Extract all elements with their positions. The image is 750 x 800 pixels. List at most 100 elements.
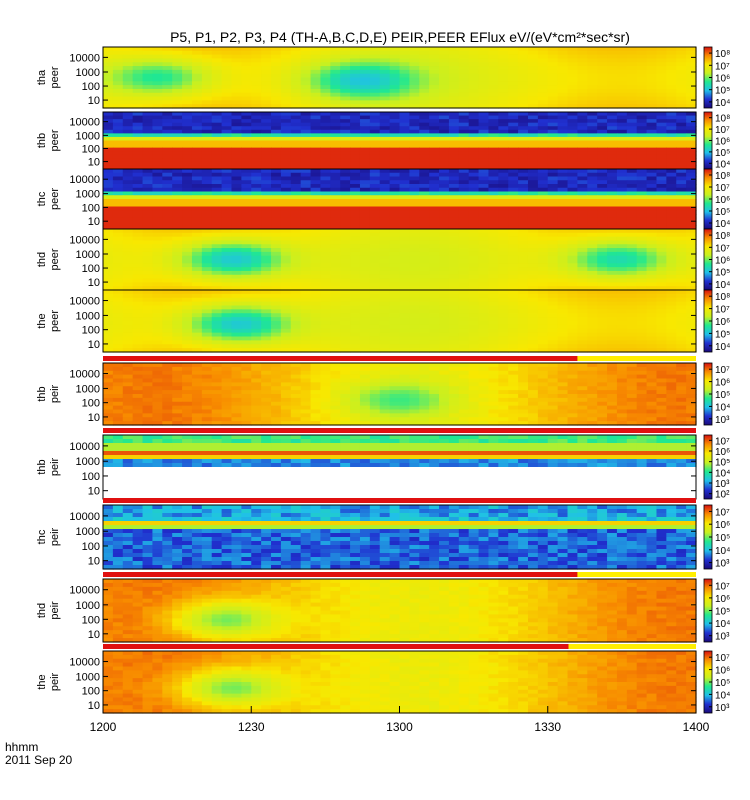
panel-4-heatmap [103,229,697,291]
colorbar-tick-label: 10⁴ [715,219,730,230]
panel-probe-label: thd [36,603,48,618]
colorbar-tick-label: 10⁶ [715,317,730,328]
colorbar-tick-label: 10⁵ [715,458,730,469]
y-tick-label: 1000 [76,456,100,468]
colorbar-tick-label: 10⁷ [715,653,730,664]
y-tick-label: 10 [88,277,100,289]
y-tick-label: 10 [88,339,100,351]
y-tick-label: 100 [82,263,100,275]
x-axis-date-label: 2011 Sep 20 [5,753,72,767]
colorbar-tick-label: 10⁴ [715,619,730,630]
y-tick-label: 10000 [69,52,100,64]
y-tick-label: 10 [88,216,100,228]
y-tick-label: 100 [82,202,100,214]
y-tick-label: 100 [82,398,100,410]
panel-8-frame [102,504,697,570]
panel-8: 10 100 1000 10000 thc peir 10³ 10⁴ 10⁵ 10⁶ 10⁷ [36,498,730,570]
colorbar-tick-label: 10⁶ [715,520,730,531]
panel-quantity-label: peer [49,129,61,151]
y-tick-label: 1000 [76,526,100,538]
colorbar-tick-label: 10⁴ [715,280,730,291]
colorbar-tick-label: 10⁴ [715,546,730,557]
y-tick-label: 10000 [69,296,100,308]
colorbar-tick-label: 10³ [715,415,730,426]
colorbar-tick-label: 10⁸ [715,292,730,303]
panel-6-heatmap [103,363,697,426]
colorbar-tick-label: 10⁴ [715,402,730,413]
panel-quantity-label: peir [49,384,61,403]
colorbar-tick-label: 10⁷ [715,243,730,254]
colorbar-tick-label: 10⁵ [715,148,730,159]
colorbar-tick-label: 10³ [715,703,730,714]
y-tick-label: 1000 [76,189,100,201]
colorbar-tick-label: 10³ [715,632,730,643]
y-tick-label: 1000 [76,130,100,142]
panel-quantity-label: peer [49,310,61,332]
y-tick-label: 10000 [69,117,100,129]
y-tick-label: 100 [82,471,100,483]
colorbar-tick-label: 10⁶ [715,378,730,389]
colorbar-tick-label: 10⁶ [715,137,730,148]
x-tick-label: 1230 [238,720,265,734]
y-tick-label: 10 [88,95,100,107]
panel-probe-label: thb [36,386,48,401]
y-tick-label: 10000 [69,234,100,246]
colorbar-tick-label: 10⁶ [715,447,730,458]
y-tick-label: 1000 [76,671,100,683]
y-tick-label: 10000 [69,585,100,597]
panel-9-heatmap [103,579,697,643]
colorbar-tick-label: 10⁵ [715,533,730,544]
panel-quantity-label: peer [49,188,61,210]
colorbar-tick-label: 10⁴ [715,98,730,109]
colorbar-tick-label: 10⁶ [715,666,730,677]
colorbar-tick-label: 10⁴ [715,690,730,701]
panel-10-heatmap [103,651,697,714]
y-tick-label: 10000 [69,174,100,186]
y-tick-label: 10 [88,700,100,712]
colorbar-tick-label: 10⁵ [715,268,730,279]
y-tick-label: 1000 [76,383,100,395]
colorbar-tick-label: 10⁷ [715,125,730,136]
panel-probe-label: thc [36,529,48,544]
colorbar-tick-label: 10⁶ [715,74,730,85]
colorbar-tick-label: 10³ [715,559,730,570]
x-axis-left-label: hhmm [5,740,38,754]
y-tick-label: 10000 [69,657,100,669]
panel-1-frame [102,46,697,109]
y-tick-label: 10 [88,486,100,498]
x-tick-label: 1330 [534,720,561,734]
y-tick-label: 10000 [69,441,100,453]
y-tick-label: 10 [88,629,100,641]
y-tick-label: 1000 [76,249,100,261]
colorbar-tick-label: 10⁸ [715,114,730,125]
y-tick-label: 100 [82,143,100,155]
y-tick-label: 100 [82,325,100,337]
colorbar-tick-label: 10⁵ [715,207,730,218]
panel-quantity-label: peer [49,66,61,88]
x-axis: 1200 1230 1300 1330 1400 [90,706,710,734]
x-tick-label: 1400 [683,720,710,734]
colorbar-tick-label: 10⁶ [715,594,730,605]
panel-5-heatmap [103,290,697,353]
panel-9-frame [102,578,697,643]
y-tick-label: 1000 [76,67,100,79]
panel-2-heatmap [103,112,697,170]
panel-3-heatmap [103,169,697,230]
y-tick-label: 100 [82,541,100,553]
